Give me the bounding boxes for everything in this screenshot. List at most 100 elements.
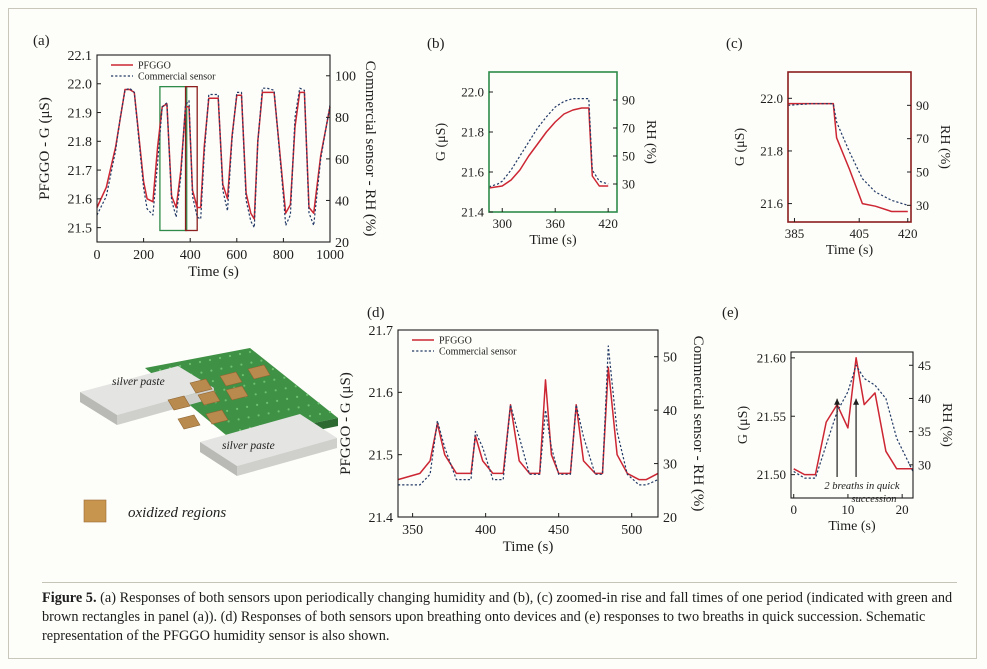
substrate-dot	[241, 374, 244, 377]
substrate-dot	[274, 389, 277, 392]
substrate-dot	[287, 408, 290, 411]
oxidized-square	[205, 409, 229, 425]
y2-tick-label: 30	[663, 457, 677, 472]
axes-frame	[787, 71, 912, 223]
substrate-dot	[273, 378, 276, 381]
substrate-dot	[211, 380, 214, 383]
substrate-dot	[266, 401, 269, 404]
caption-text: (a) Responses of both sensors upon perio…	[42, 590, 953, 644]
series-line	[96, 87, 331, 229]
y-tick-label: 22.0	[760, 91, 783, 106]
x-tick-label: 10	[841, 502, 854, 517]
substrate-dot	[236, 407, 239, 410]
paste-left-side	[80, 392, 117, 425]
y-tick-label: 21.60	[757, 350, 786, 365]
oxidized-square	[167, 395, 191, 411]
series-line	[96, 88, 331, 220]
legend-label: Commercial sensor	[138, 72, 216, 83]
oxidized-square	[219, 371, 243, 387]
oxidized-square	[197, 390, 221, 406]
axes-frame	[397, 329, 659, 518]
y2-tick-label: 20	[335, 236, 349, 251]
y2-tick-label: 50	[622, 149, 635, 164]
y-tick-label: 22.0	[461, 85, 484, 100]
figure-caption: Figure 5. (a) Responses of both sensors …	[42, 582, 957, 646]
substrate-dot	[218, 356, 222, 360]
y2-axis-label: Commercial sensor - RH (%)	[362, 61, 378, 237]
substrate-dot	[224, 399, 227, 402]
series-line	[488, 107, 609, 189]
y-tick-label: 21.8	[461, 125, 484, 140]
series-line	[488, 97, 609, 188]
panel-label: (a)	[33, 33, 50, 49]
y-axis-label: G (μS)	[434, 123, 449, 162]
y2-tick-label: 30	[918, 457, 931, 472]
x-tick-label: 300	[492, 216, 512, 231]
substrate-dot	[328, 410, 332, 414]
substrate-dot	[178, 364, 182, 368]
x-tick-label: 800	[273, 248, 294, 263]
y-tick-label: 21.5	[68, 222, 93, 237]
y-axis-label: G (μS)	[736, 406, 751, 445]
substrate-dot	[283, 376, 286, 379]
x-axis-label: Time (s)	[828, 519, 876, 534]
series-line	[397, 366, 659, 481]
highlight-rect	[184, 85, 198, 232]
x-axis-label: Time (s)	[503, 539, 554, 555]
x-tick-label: 500	[621, 523, 642, 538]
substrate-dot	[267, 412, 270, 415]
chart-e: (e) 0 10 20 21.50 21.55 21.60 30 35 40 45 Time (s) G…	[722, 305, 954, 534]
substrate-dot	[271, 368, 274, 371]
panel-label: (e)	[722, 305, 739, 321]
substrate-dot	[198, 360, 202, 364]
y-tick-label: 21.4	[369, 511, 394, 526]
sensor-schematic: silver paste silver paste oxidized regions	[80, 348, 338, 523]
series-line	[398, 345, 659, 486]
x-tick-label: 200	[133, 248, 154, 263]
caption-label: Figure 5.	[42, 590, 97, 606]
series-line	[793, 357, 913, 476]
y-tick-label: 22.0	[68, 78, 93, 93]
substrate-dot	[208, 358, 212, 362]
y2-tick-label: 90	[916, 98, 929, 113]
substrate-dot	[247, 416, 250, 419]
y2-tick-label: 70	[916, 131, 929, 146]
substrate-dot	[306, 393, 309, 396]
y2-tick-label: 80	[335, 111, 349, 126]
x-tick-label: 600	[226, 248, 247, 263]
substrate-dot	[263, 380, 266, 383]
y2-tick-label: 90	[622, 93, 635, 108]
panel-label: (c)	[726, 36, 743, 52]
y-tick-label: 21.4	[461, 205, 484, 220]
y-axis-label: PFGGO - G (μS)	[338, 372, 354, 475]
legend-label: Commercial sensor	[439, 347, 517, 358]
y-tick-label: 21.6	[760, 196, 783, 211]
y2-tick-label: 50	[916, 165, 929, 180]
substrate-dot	[210, 369, 213, 372]
substrate-dot	[297, 406, 300, 409]
substrate-dot	[237, 418, 240, 421]
substrate-dot	[158, 368, 162, 372]
y-tick-label: 22.1	[68, 49, 93, 64]
y-tick-label: 21.7	[68, 164, 93, 179]
substrate-dot	[220, 367, 223, 370]
substrate-dot	[228, 354, 232, 358]
substrate-dot	[256, 403, 259, 406]
x-tick-label: 0	[94, 248, 101, 263]
x-tick-label: 0	[790, 502, 797, 517]
substrate-dot	[200, 371, 203, 374]
y2-tick-label: 30	[622, 177, 635, 192]
y-tick-label: 21.7	[369, 324, 394, 339]
y2-axis-label: RH (%)	[937, 125, 952, 169]
oxidized-square	[177, 414, 201, 430]
substrate-dot	[188, 362, 192, 366]
annotation-text-line2: succession	[852, 494, 897, 505]
y-tick-label: 21.8	[760, 143, 783, 158]
substrate-dot	[250, 361, 253, 364]
y2-tick-label: 50	[663, 351, 677, 366]
paste-right-front	[237, 438, 337, 476]
panel-label: (d)	[367, 305, 385, 321]
y2-tick-label: 70	[622, 121, 635, 136]
y-axis-label: G (μS)	[733, 128, 748, 167]
y2-tick-label: 60	[335, 153, 349, 168]
